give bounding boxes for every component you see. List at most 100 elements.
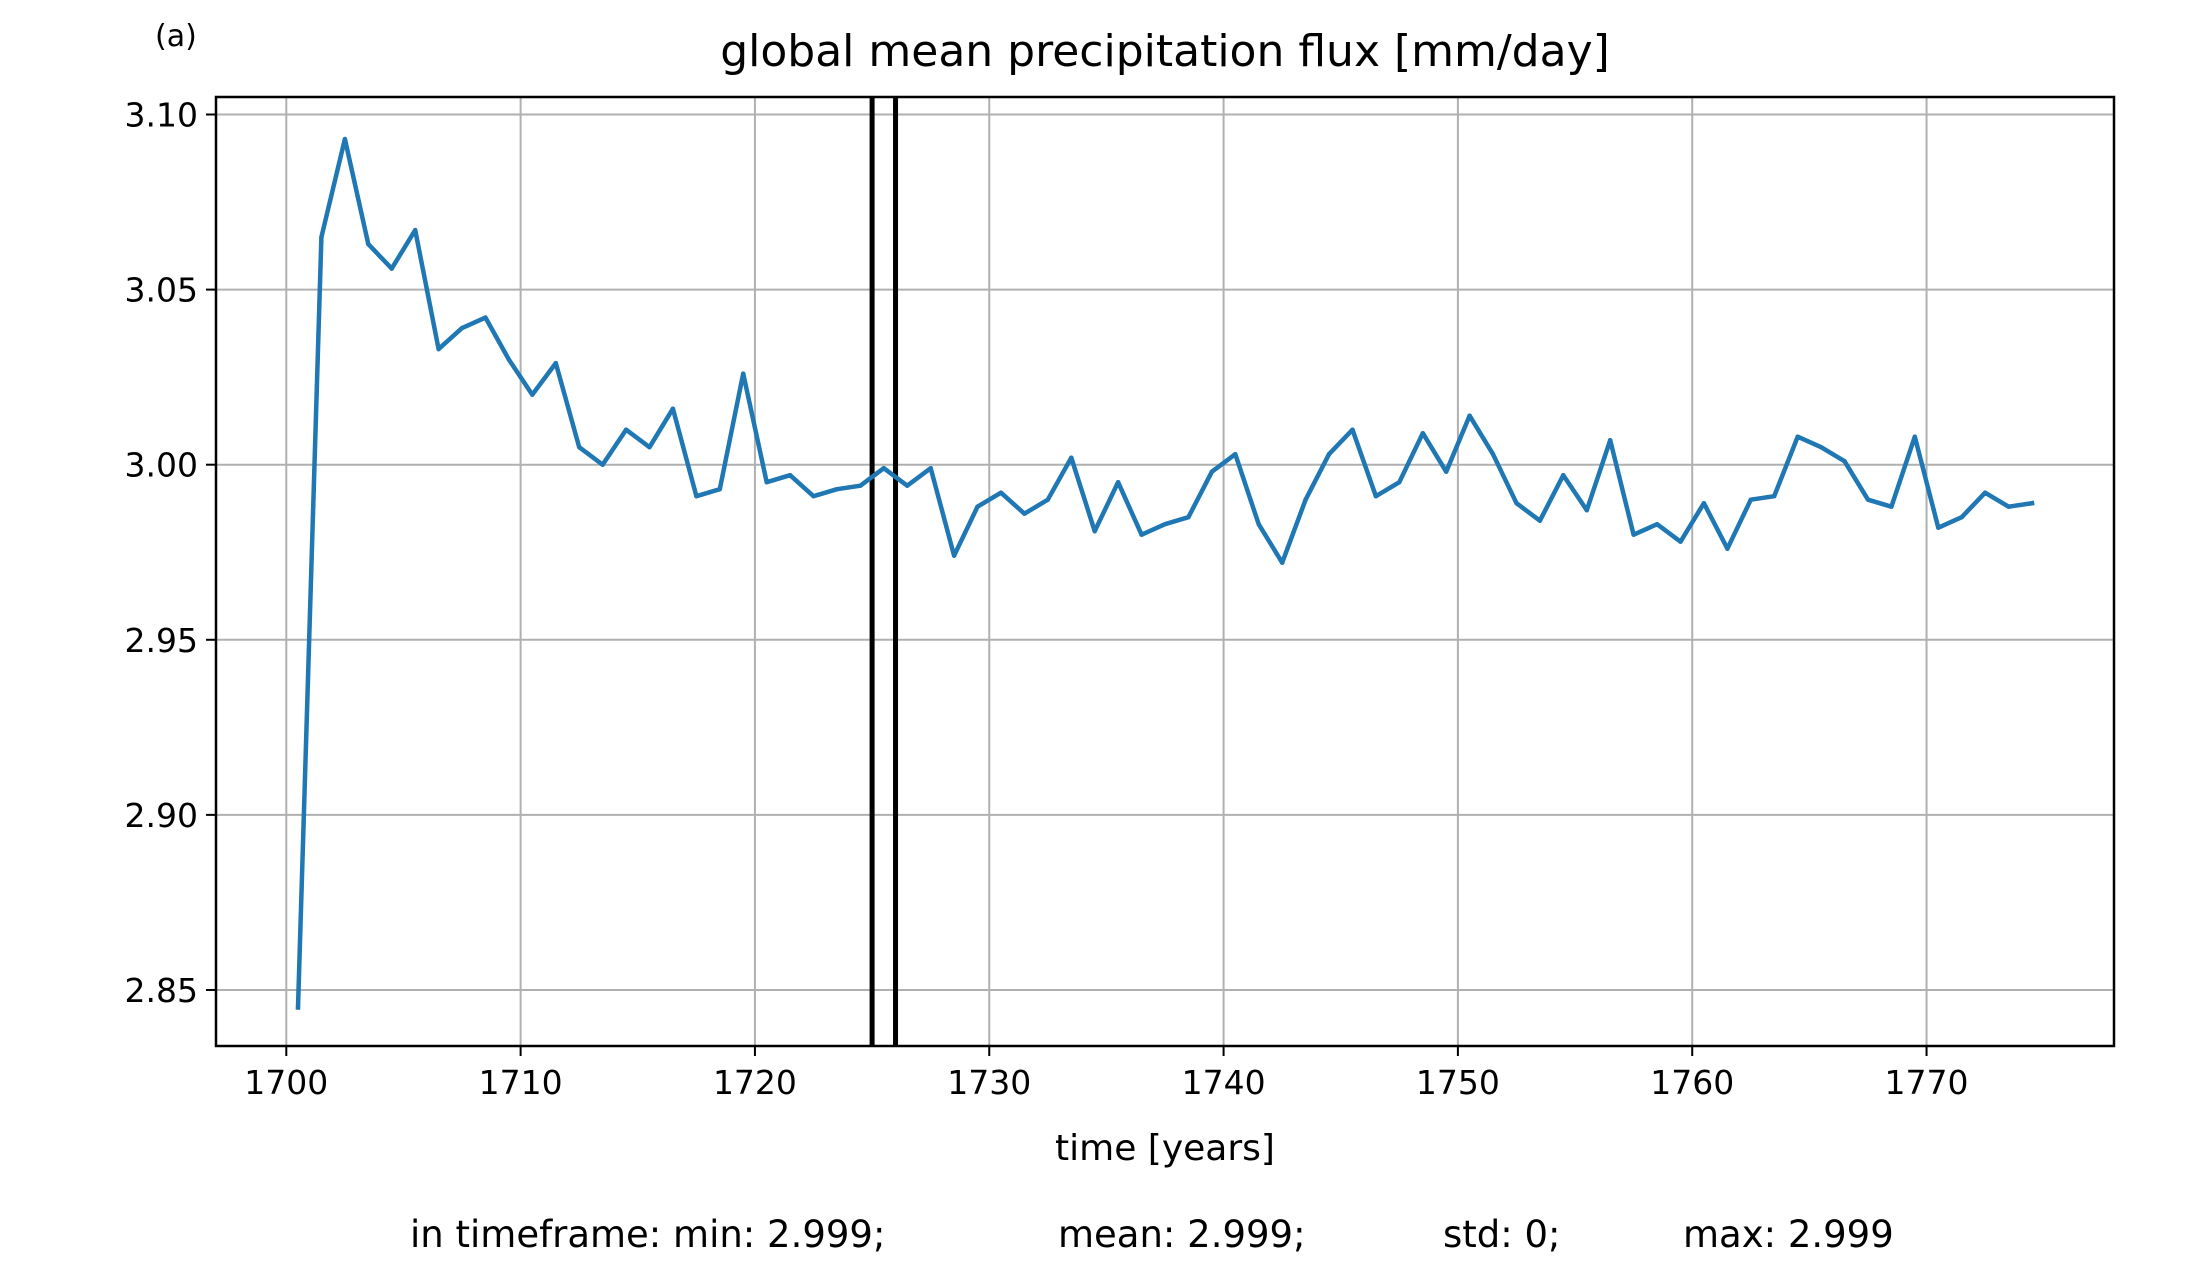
data-point [1162, 522, 1168, 527]
chart-title: global mean precipitation flux [mm/day] [720, 26, 1610, 77]
data-point [1795, 434, 1800, 439]
data-point [1772, 494, 1777, 499]
data-point [1631, 532, 1636, 537]
data-point [741, 371, 746, 376]
data-point [1584, 508, 1589, 513]
data-point [1186, 515, 1191, 520]
data-point [951, 553, 957, 558]
y-axis-ticks: 2.85 2.90 2.95 3.00 3.05 3.10 [125, 96, 216, 1010]
data-point [1514, 501, 1519, 506]
y-tick-label: 2.85 [125, 971, 198, 1010]
data-point [436, 346, 441, 352]
series-group [295, 136, 2035, 1010]
data-point [1982, 490, 1988, 495]
data-point [2029, 501, 2035, 506]
data-point [412, 227, 418, 233]
x-tick-label: 1740 [1182, 1063, 1266, 1102]
data-point [1022, 511, 1027, 516]
x-tick-label: 1710 [479, 1063, 563, 1102]
footer-min: in timeframe: min: 2.999; [410, 1213, 885, 1256]
x-tick-label: 1770 [1885, 1063, 1969, 1102]
data-point [1256, 522, 1261, 527]
data-point [623, 427, 629, 432]
data-point [881, 465, 887, 471]
data-point [553, 360, 558, 366]
data-point [1654, 522, 1660, 527]
data-point [1608, 437, 1613, 443]
y-tick-label: 3.10 [125, 96, 198, 135]
data-point [483, 315, 488, 320]
data-point [1420, 430, 1425, 436]
data-point [1818, 444, 1824, 450]
data-point [530, 392, 535, 397]
data-point [600, 462, 605, 467]
data-point [1373, 494, 1379, 499]
data-point [1209, 469, 1215, 474]
x-axis-ticks: 1700 1710 1720 1730 1740 1750 1760 1770 [244, 1046, 1969, 1102]
data-point [1069, 455, 1074, 460]
x-tick-label: 1750 [1416, 1063, 1500, 1102]
y-tick-label: 3.05 [125, 271, 198, 310]
x-tick-label: 1730 [947, 1063, 1031, 1102]
data-point [1397, 480, 1402, 485]
data-point [1842, 458, 1847, 464]
data-point [905, 483, 910, 488]
data-point [1045, 497, 1051, 502]
data-point [1678, 539, 1683, 544]
x-axis-label: time [years] [1055, 1128, 1275, 1169]
data-point [1490, 451, 1496, 457]
data-point [1725, 546, 1730, 551]
data-point [2006, 504, 2011, 509]
panel-label: (a) [155, 19, 197, 54]
data-point [858, 483, 863, 488]
data-point [928, 465, 933, 471]
data-point [1936, 525, 1941, 530]
data-point [1139, 532, 1144, 537]
data-point [1701, 501, 1707, 506]
footer-std: std: 0; [1443, 1213, 1561, 1256]
data-point [1537, 518, 1543, 523]
data-point [670, 406, 676, 411]
data-point [787, 472, 793, 478]
data-point [975, 504, 980, 509]
data-point [506, 357, 512, 362]
y-tick-label: 2.90 [125, 796, 198, 835]
x-tick-label: 1760 [1650, 1063, 1734, 1102]
data-point [1748, 497, 1754, 502]
data-point [647, 444, 652, 450]
x-tick-label: 1700 [244, 1063, 328, 1102]
data-point [1889, 504, 1894, 509]
data-point [694, 494, 699, 499]
data-point [1350, 427, 1355, 432]
data-point [389, 266, 394, 271]
data-point [998, 490, 1004, 495]
data-point [1443, 469, 1449, 474]
footer-max: max: 2.999 [1683, 1213, 1894, 1256]
data-point [1467, 413, 1472, 418]
data-point [1561, 472, 1566, 478]
data-point [1912, 434, 1918, 439]
data-point [342, 136, 348, 142]
data-point [764, 480, 769, 485]
data-point [834, 487, 840, 492]
data-point [295, 1005, 301, 1010]
data-point [1092, 529, 1097, 534]
data-point [1233, 451, 1238, 457]
footer-mean: mean: 2.999; [1058, 1213, 1306, 1256]
data-point [366, 241, 371, 247]
data-point [1959, 515, 1964, 520]
data-point [319, 234, 324, 240]
data-point [717, 487, 722, 492]
y-tick-label: 3.00 [125, 446, 198, 485]
data-point [1303, 497, 1308, 502]
data-point [1279, 560, 1285, 565]
data-point [811, 494, 816, 499]
data-point [459, 325, 465, 331]
x-tick-label: 1720 [713, 1063, 797, 1102]
marker-lines [869, 97, 899, 1046]
y-tick-label: 2.95 [125, 621, 198, 660]
plot-frame [214, 95, 2116, 1048]
grid [216, 97, 2114, 1046]
